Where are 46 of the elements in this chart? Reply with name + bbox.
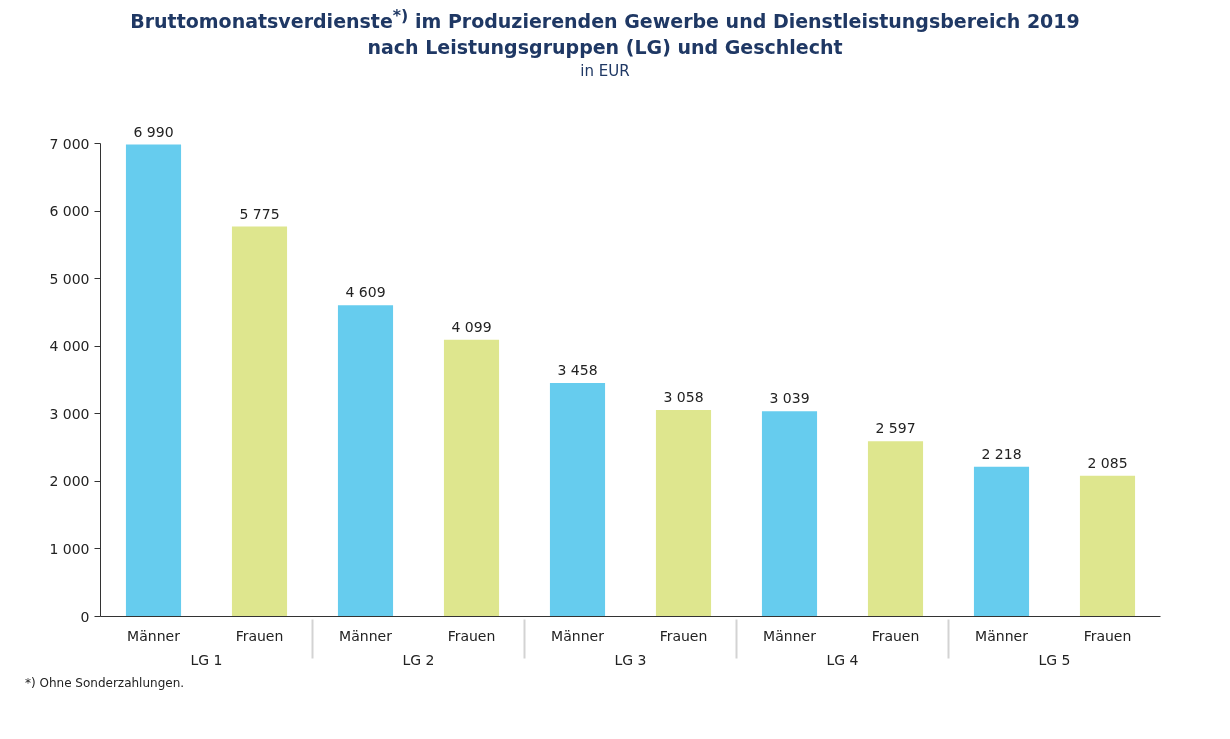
y-tick-label: 5 000 (49, 270, 90, 287)
text: Frauen (871, 627, 920, 644)
y-tick-label: 6 000 (49, 203, 90, 220)
text: Männer (551, 627, 604, 644)
bar (867, 441, 924, 617)
data-label: 2 218 (981, 445, 1022, 462)
chart-title: Bruttomonatsverdienste$^{*)}$ im Produzierenden Gewerbe und Dienstleistungsbereich 2019 nach Leistungsgruppen (LG) und Geschlecht (129, 5, 1081, 60)
y-tick-label: 3 000 (49, 405, 90, 422)
data-label: 3 039 (769, 390, 810, 407)
text: Frauen (447, 627, 496, 644)
text: Frauen (1083, 627, 1132, 644)
bar (655, 410, 712, 617)
data-label: 3 058 (663, 389, 704, 406)
y-tick-label: 0 (80, 608, 90, 625)
data-label: 4 099 (451, 318, 492, 335)
text: *) Ohne Sonderzahlungen. (25, 675, 185, 692)
text: Männer (763, 627, 816, 644)
bar (337, 305, 394, 617)
x-tick-label: LG 1 (190, 651, 223, 668)
data-label: 6 990 (133, 123, 174, 140)
text: Männer (339, 627, 392, 644)
text: Frauen (659, 627, 708, 644)
bar (443, 339, 500, 617)
bar (231, 226, 288, 617)
bar (1079, 475, 1136, 617)
bar (973, 466, 1030, 617)
data-label: 2 085 (1087, 454, 1128, 471)
x-tick-label: LG 4 (826, 651, 859, 668)
data-label: 2 597 (875, 420, 916, 437)
x-tick-label: LG 3 (614, 651, 647, 668)
x-tick-label: LG 5 (1038, 651, 1071, 668)
series-label: Männer (127, 627, 181, 644)
bar (125, 144, 182, 617)
y-tick-label: 7 000 (49, 135, 90, 152)
y-tick-label: 1 000 (49, 540, 90, 557)
data-label: 3 458 (557, 362, 598, 379)
chart-subtitle: in EUR (579, 60, 631, 82)
y-tick-label: 2 000 (49, 473, 90, 490)
text: Männer (975, 627, 1028, 644)
series-label: Frauen (235, 627, 284, 644)
y-tick-label: 4 000 (49, 338, 90, 355)
data-label: 5 775 (239, 205, 280, 222)
bar (761, 411, 818, 617)
bar (549, 383, 606, 617)
x-tick-label: LG 2 (402, 651, 435, 668)
data-label: 4 609 (345, 284, 386, 301)
